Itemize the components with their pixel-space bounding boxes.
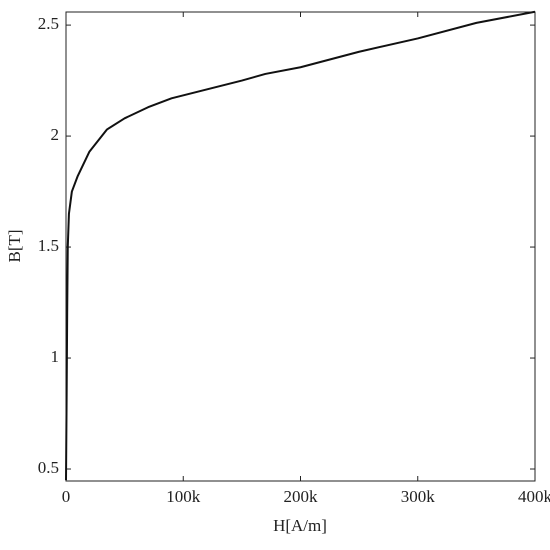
y-axis-label: B[T] [5,229,24,262]
curve [65,10,536,481]
x-axis-label: H[A/m] [273,516,327,535]
y-tick-label: 0.5 [38,458,59,477]
x-tick-label: 300k [401,487,436,506]
y-tick-label: 2 [51,125,60,144]
y-tick-label: 2.5 [38,14,59,33]
y-tick-label: 1.5 [38,236,59,255]
x-tick-label: 200k [284,487,319,506]
y-tick-label: 1 [51,347,60,366]
plot-frame [65,11,536,482]
x-tick-label: 0 [62,487,71,506]
x-tick-label: 100k [166,487,201,506]
x-tick-label: 400k [518,487,550,506]
